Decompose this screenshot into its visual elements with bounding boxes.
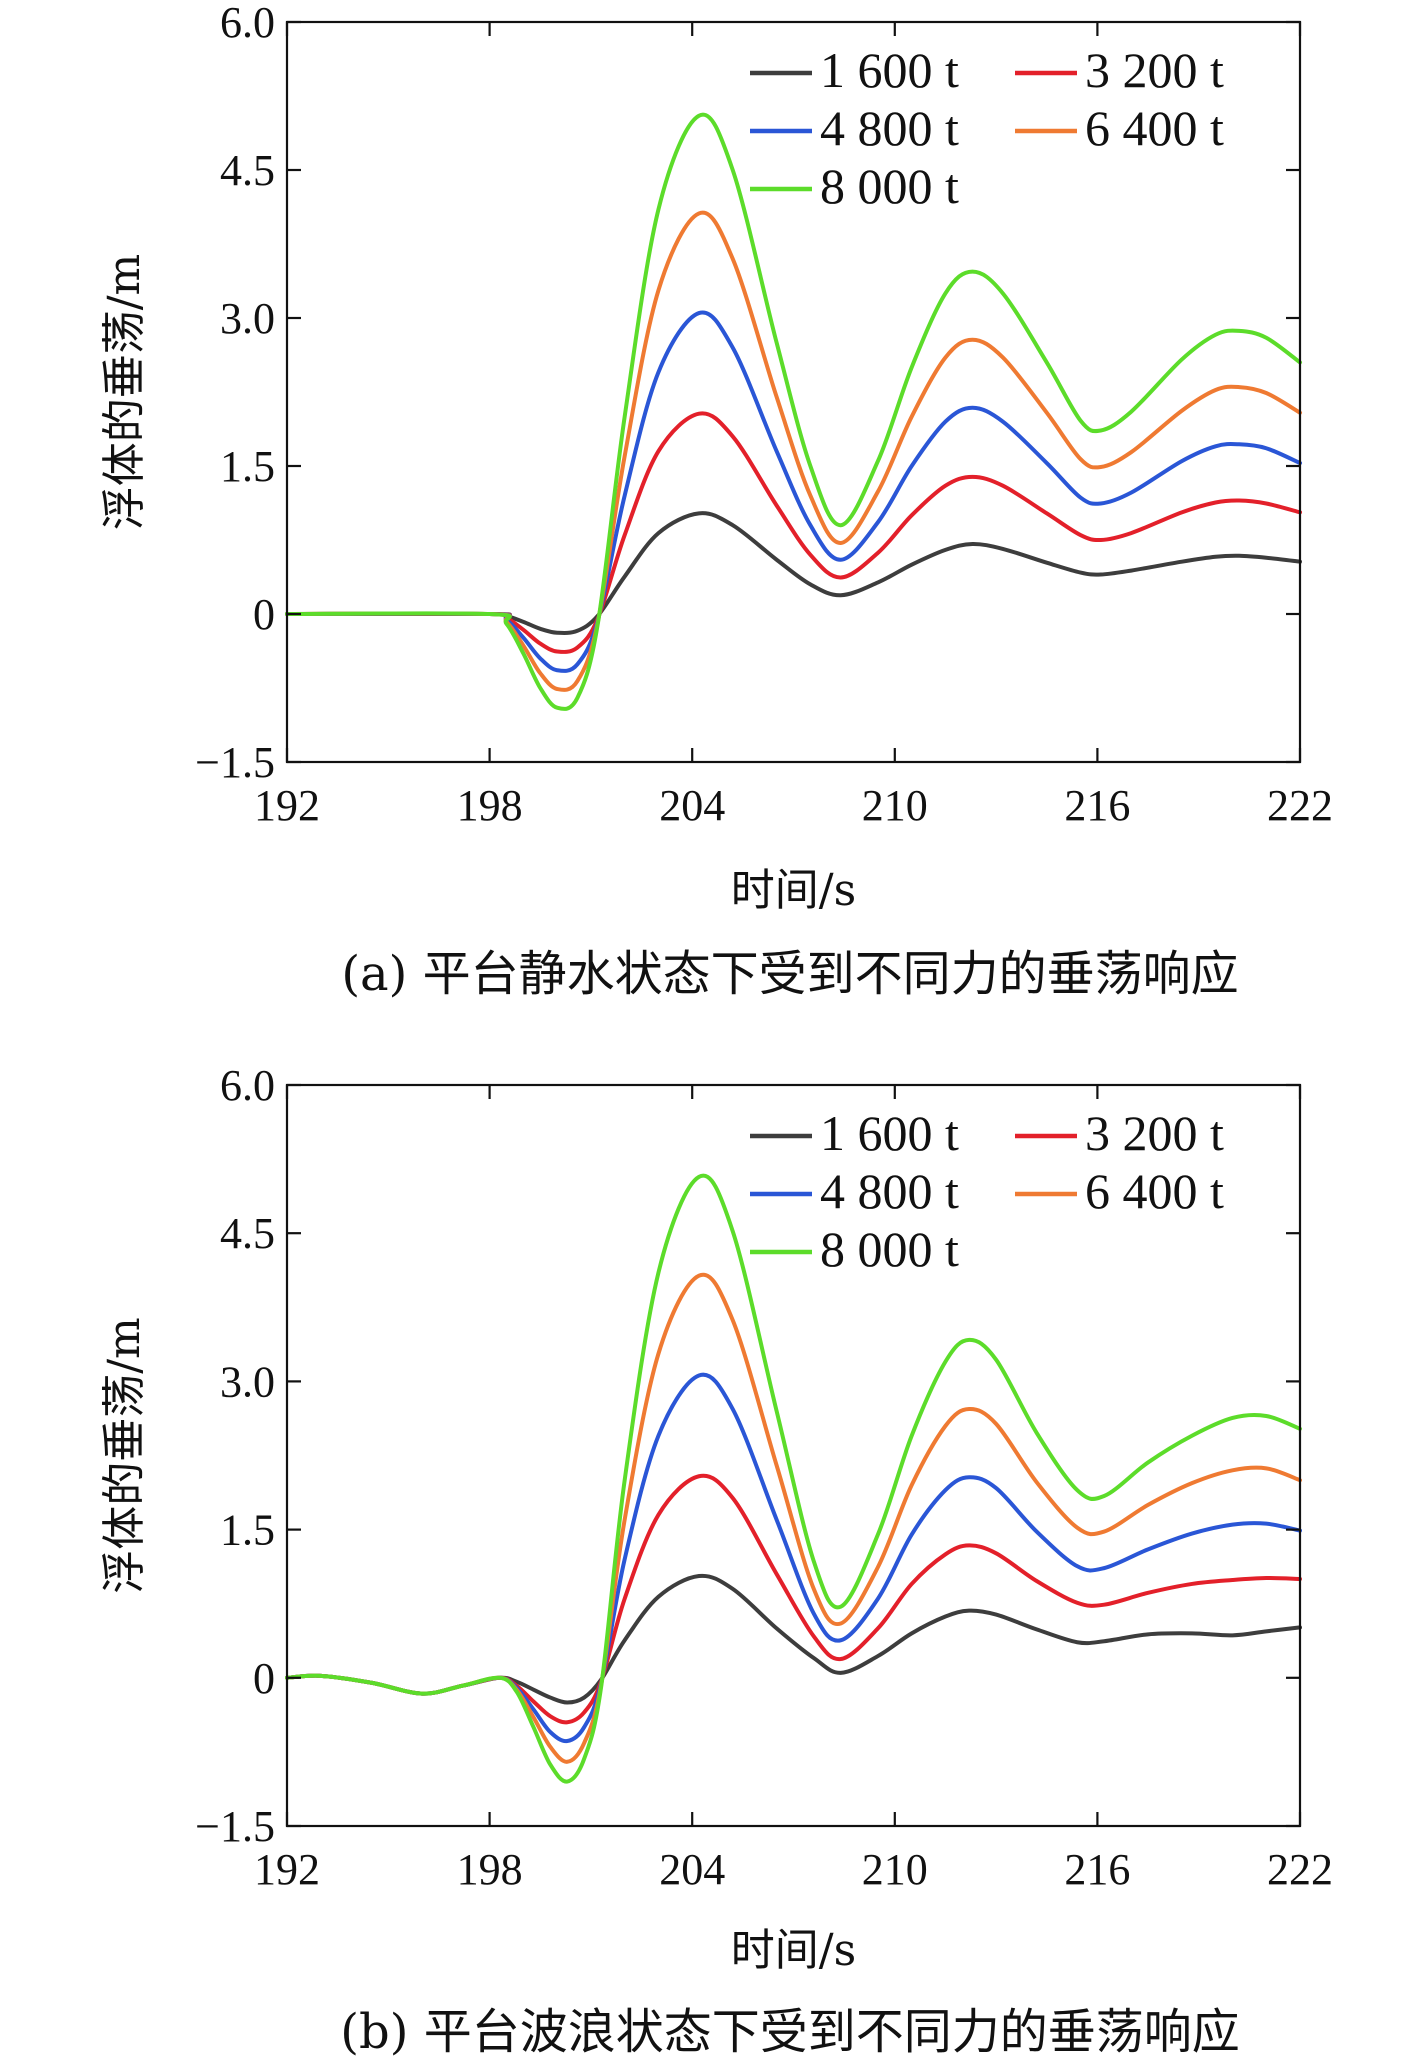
- caption-b: (b) 平台波浪状态下受到不同力的垂荡响应: [340, 2004, 1239, 2060]
- legend-b: 1 600 t 3 200 t 4 800 t 6 400 t 8 000 t: [750, 1105, 1224, 1277]
- legend-label-a-1: 1 600 t: [820, 42, 959, 98]
- series-line-b-2: [285, 1473, 1302, 1725]
- legend-label-a-5: 8 000 t: [820, 158, 959, 214]
- y-tick-label-b: 1.5: [220, 1506, 275, 1555]
- caption-a: (a) 平台静水状态下受到不同力的垂荡响应: [341, 946, 1238, 1002]
- series-layer-a: [285, 112, 1302, 711]
- y-tick-label-a: 3.0: [220, 294, 275, 343]
- x-tick-label-a: 210: [862, 781, 928, 830]
- x-tick-label-b: 210: [862, 1845, 928, 1894]
- ticks-b: −1.5 0 1.5 3.0 4.5 6.0 192 198 204 210 216 222: [195, 1061, 1333, 1894]
- y-tick-label-a: 0: [253, 590, 275, 639]
- legend-label-b-2: 3 200 t: [1085, 1105, 1224, 1161]
- plot-frame-a: [285, 20, 1302, 764]
- chart-panel-b: −1.5 0 1.5 3.0 4.5 6.0 192 198 204 210 216 222 1 60…: [99, 1061, 1333, 2060]
- series-line-b-5: [285, 1173, 1302, 1784]
- x-tick-label-b: 222: [1267, 1845, 1333, 1894]
- x-tick-label-a: 216: [1064, 781, 1130, 830]
- series-line-a-5: [285, 112, 1302, 711]
- series-line-a-1: [285, 511, 1302, 636]
- legend-label-a-2: 3 200 t: [1085, 42, 1224, 98]
- y-tick-label-b: −1.5: [195, 1802, 275, 1851]
- x-tick-label-a: 204: [659, 781, 725, 830]
- x-tick-label-a: 192: [254, 781, 320, 830]
- legend-label-b-1: 1 600 t: [820, 1105, 959, 1161]
- series-line-a-4: [285, 210, 1302, 692]
- legend-label-b-4: 6 400 t: [1085, 1163, 1224, 1219]
- x-tick-label-b: 216: [1064, 1845, 1130, 1894]
- chart-panel-a: −1.5 0 1.5 3.0 4.5 6.0 192 198 204 210 216 222 1 60…: [99, 0, 1333, 1002]
- y-tick-label-b: 0: [253, 1654, 275, 1703]
- series-line-a-3: [285, 310, 1302, 673]
- y-tick-label-a: 1.5: [220, 442, 275, 491]
- legend-label-b-5: 8 000 t: [820, 1221, 959, 1277]
- y-axis-title-b: 浮体的垂荡/m: [99, 1317, 150, 1594]
- y-tick-label-a: −1.5: [195, 738, 275, 787]
- x-axis-title-a: 时间/s: [731, 865, 856, 916]
- ticks-a: −1.5 0 1.5 3.0 4.5 6.0 192 198 204 210 216 222: [195, 0, 1333, 830]
- series-layer-b: [285, 1173, 1302, 1784]
- y-tick-label-b: 4.5: [220, 1209, 275, 1258]
- x-axis-title-b: 时间/s: [731, 1925, 856, 1976]
- series-line-b-4: [285, 1272, 1302, 1764]
- series-line-a-2: [285, 411, 1302, 654]
- plot-frame-b: [285, 1083, 1302, 1828]
- y-tick-label-a: 6.0: [220, 0, 275, 47]
- x-tick-label-a: 198: [457, 781, 523, 830]
- y-axis-title-a: 浮体的垂荡/m: [99, 254, 150, 531]
- y-tick-label-a: 4.5: [220, 146, 275, 195]
- legend-a: 1 600 t 3 200 t 4 800 t 6 400 t 8 000 t: [750, 42, 1224, 214]
- legend-label-a-3: 4 800 t: [820, 100, 959, 156]
- x-tick-label-b: 198: [457, 1845, 523, 1894]
- legend-label-b-3: 4 800 t: [820, 1163, 959, 1219]
- x-tick-label-b: 204: [659, 1845, 725, 1894]
- x-tick-label-b: 192: [254, 1845, 320, 1894]
- legend-label-a-4: 6 400 t: [1085, 100, 1224, 156]
- y-tick-label-b: 6.0: [220, 1061, 275, 1110]
- x-tick-label-a: 222: [1267, 781, 1333, 830]
- series-line-b-3: [285, 1372, 1302, 1744]
- y-tick-label-b: 3.0: [220, 1357, 275, 1406]
